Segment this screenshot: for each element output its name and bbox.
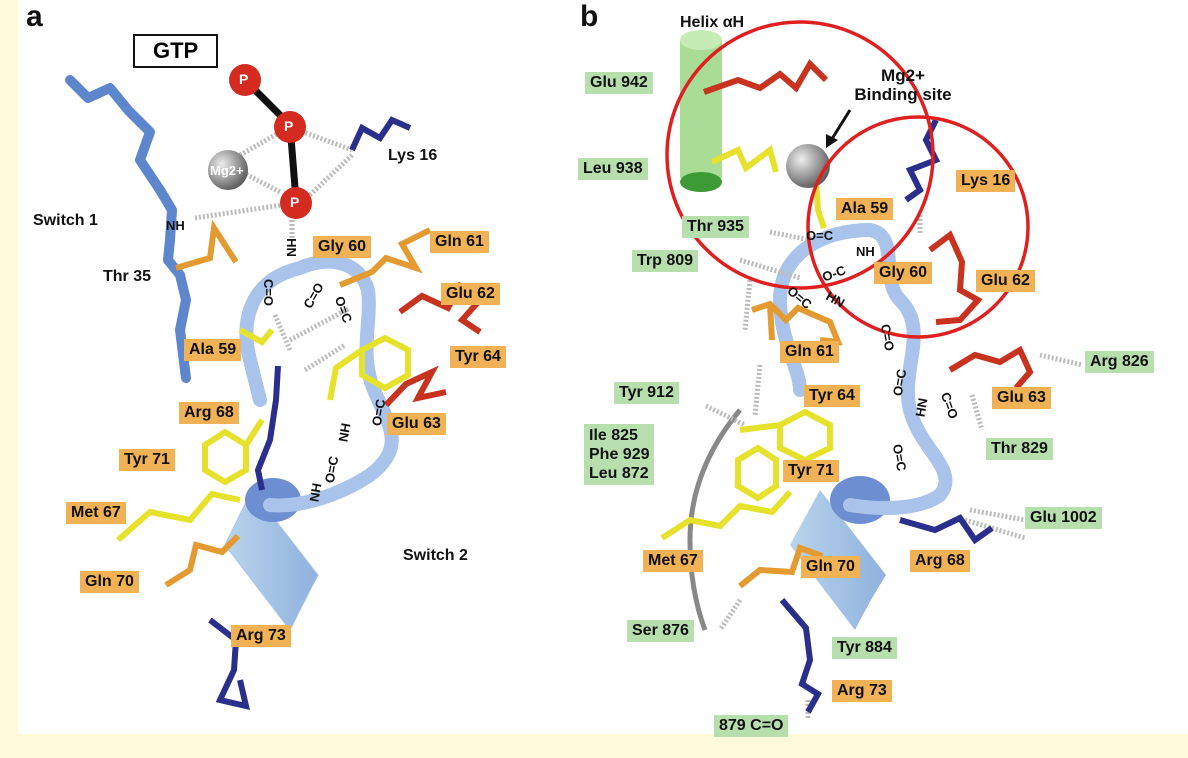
bond-label-a-1: HN: [283, 238, 299, 257]
thr935-label: Thr 935: [682, 216, 749, 238]
switch1-loop: [65, 75, 191, 383]
gln61-b-label: Gln 61: [780, 341, 839, 363]
phosphate-3: [280, 187, 312, 219]
tyr64-b-label: Tyr 64: [804, 385, 860, 407]
glu942-label: Glu 942: [585, 72, 653, 94]
tyr884-label: Tyr 884: [832, 637, 897, 659]
bond-label-a-2: C=O: [261, 278, 277, 307]
met67-b-label: Met 67: [643, 550, 703, 572]
tyr71-a-label: Tyr 71: [119, 449, 175, 471]
arg73-a-label: Arg 73: [231, 625, 291, 647]
phosphate-1: [229, 64, 261, 96]
glu1002-label: Glu 1002: [1025, 507, 1102, 529]
glu62-a-label: Glu 62: [441, 283, 500, 305]
gly60-a-label: Gly 60: [313, 236, 372, 258]
ala59-b-label: Ala 59: [836, 198, 894, 220]
c879-label: 879 C=O: [714, 715, 789, 737]
thr35-label: Thr 35: [103, 268, 152, 285]
ser876-label: Ser 876: [627, 620, 694, 642]
bond-label-b-1: O=C: [806, 228, 834, 243]
glu62-b-label: Glu 62: [976, 270, 1035, 292]
panel-b-drawing: [660, 20, 1083, 720]
gln61-a-label: Gln 61: [430, 231, 489, 253]
arg73-b-label: Arg 73: [832, 680, 892, 702]
bond-label-b-8: HN: [912, 396, 931, 419]
gly60-b-label: Gly 60: [874, 262, 933, 284]
switch2-backbone: [239, 254, 399, 513]
panel-b-letter: b: [580, 0, 599, 33]
switch2-label: Switch 2: [403, 547, 468, 564]
glu63-b-label: Glu 63: [992, 387, 1051, 409]
panel-a-drawing: [65, 64, 485, 711]
ala59-a-label: Ala 59: [184, 339, 242, 361]
figure-panel-background: [18, 0, 1188, 734]
leu938-label: Leu 938: [578, 158, 648, 180]
lys16-b-label: Lys 16: [956, 170, 1016, 192]
nh-thr-label: NH: [166, 218, 185, 233]
arg68-a-label: Arg 68: [179, 402, 239, 424]
panel-a-letter: a: [26, 0, 43, 33]
met67-a-label: Met 67: [66, 502, 126, 524]
mg-ion-b-sphere: [786, 144, 830, 188]
gtp-label: GTP: [133, 34, 219, 68]
bond-label-b-2: NH: [856, 244, 875, 259]
tyr64-a-label: Tyr 64: [450, 346, 506, 368]
mg-ion-a-sphere: [208, 150, 248, 190]
mg-ion-a-label: Mg2+: [210, 163, 244, 178]
gln70-a-label: Gln 70: [80, 571, 139, 593]
tyr71-b-label: Tyr 71: [783, 460, 839, 482]
phosphate-3-label: P: [290, 194, 300, 210]
helix-alphaH-cylinder: [680, 40, 722, 183]
thr829-label: Thr 829: [986, 438, 1053, 460]
arg826-label: Arg 826: [1085, 351, 1154, 373]
bond-label-a-7: NH: [306, 481, 325, 504]
bond-label-a-6: NH: [335, 421, 354, 444]
switch1-label: Switch 1: [33, 212, 98, 229]
helix-alphaH-label: Helix αH: [680, 14, 745, 31]
phosphate-2-label: P: [284, 118, 294, 134]
arg68-b-label: Arg 68: [910, 550, 970, 572]
phosphate-2: [274, 111, 306, 143]
highlight-circle-left: [665, 20, 935, 290]
mg-binding-line1: Mg2+: [881, 66, 925, 85]
glu63-a-label: Glu 63: [387, 413, 446, 435]
mg-binding-line2: Binding site: [854, 85, 952, 104]
trp809-label: Trp 809: [632, 250, 699, 272]
gln70-b-label: Gln 70: [801, 556, 860, 578]
lys16-a-label: Lys 16: [388, 147, 438, 164]
mg-binding-site-label: Mg2+ Binding site: [838, 66, 968, 104]
ile-phe-leu-label: Ile 825 Phe 929 Leu 872: [584, 424, 655, 485]
tyr912-label: Tyr 912: [614, 382, 679, 404]
highlight-circle-right: [806, 115, 1030, 339]
phosphate-1-label: P: [239, 71, 249, 87]
